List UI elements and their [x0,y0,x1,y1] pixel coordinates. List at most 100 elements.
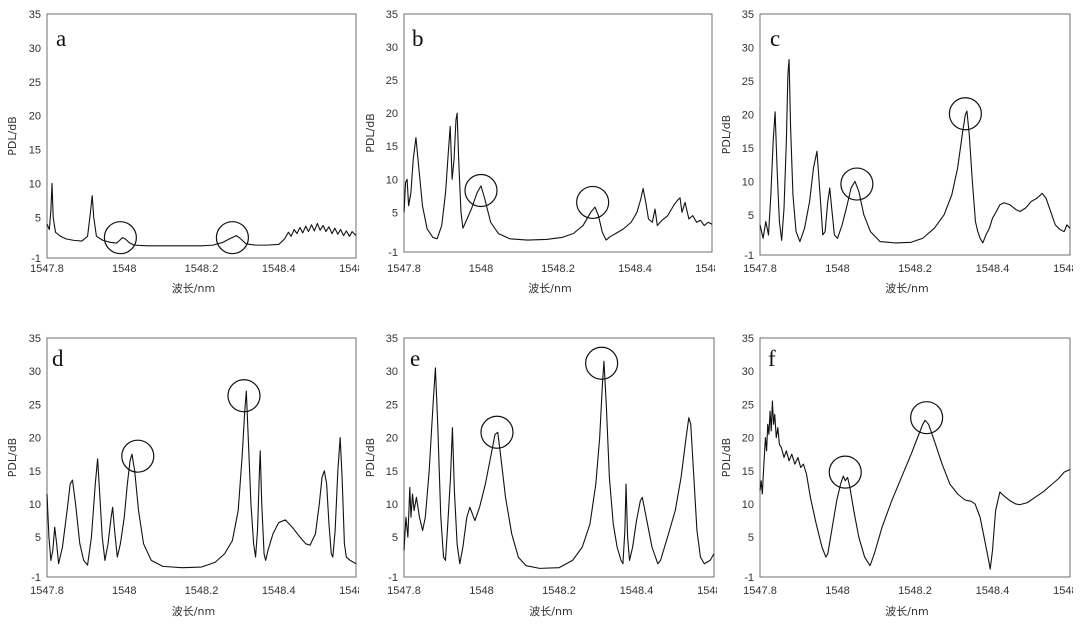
y-tick-label: 5 [392,532,398,544]
y-axis-label: PDL/dB [6,438,19,477]
annotation-circle [480,415,514,449]
y-tick-label: 10 [29,499,41,511]
x-axis-label: 波长/nm [885,605,928,618]
y-tick-label: 25 [386,399,398,411]
x-tick-label: 1548.6 [697,585,731,597]
pdl-curve [759,400,1071,570]
x-tick-label: 1548.2 [898,585,932,597]
x-tick-label: 1547.8 [387,263,421,275]
x-axis-label: 波长/nm [529,605,572,618]
x-axis-label: 波长/nm [885,282,928,295]
y-tick-label: 25 [386,75,398,87]
x-tick-label: 1548.6 [1053,263,1080,275]
y-tick-label: -1 [388,247,398,259]
y-tick-label: -1 [31,253,41,265]
panel-label: b [412,26,424,51]
x-tick-label: 1547.8 [387,585,421,597]
x-tick-label: 1548.2 [542,585,576,597]
annotation-circle [215,221,249,255]
y-tick-label: 5 [748,532,754,544]
panel-label: c [770,26,780,51]
y-tick-label: 15 [386,466,398,478]
x-axis-label: 波长/nm [528,282,571,295]
y-tick-label: 15 [742,143,754,155]
y-tick-label: 25 [29,77,41,89]
y-axis-label: PDL/dB [364,113,377,152]
x-tick-label: 1548.4 [262,585,296,597]
x-tick-label: 1548.2 [185,585,219,597]
x-tick-labels: 1547.8 1548 1548.2 1548.4 1548.6 [743,263,1080,275]
x-tick-label: 1548.6 [339,263,373,275]
x-axis-label: 波长/nm [172,605,215,618]
y-tick-label: 35 [29,9,41,21]
y-tick-label: 20 [29,433,41,445]
y-tick-label: 5 [35,212,41,224]
annotation-circle [840,167,874,201]
annotation-circle [585,346,619,380]
y-tick-label: 25 [742,76,754,88]
x-tick-label: 1548 [825,585,849,597]
x-tick-labels: 1547.8 1548 1548.2 1548.4 1548.6 [743,585,1080,597]
pdl-curve [759,58,1071,244]
annotation-circle [103,221,137,255]
y-tick-label: 10 [742,176,754,188]
y-tick-label: 35 [29,333,41,345]
x-tick-labels: 1547.8 1548 1548.2 1548.4 1548.6 [30,585,373,597]
y-tick-label: 15 [386,141,398,153]
plot-frame [46,337,357,578]
y-tick-label: 20 [742,433,754,445]
x-tick-label: 1548 [469,263,493,275]
y-tick-label: 5 [748,210,754,222]
y-tick-label: 10 [386,499,398,511]
x-tick-label: 1547.8 [743,585,777,597]
y-axis-label: PDL/dB [364,438,377,477]
x-tick-label: 1548 [112,263,136,275]
x-tick-label: 1548.4 [620,585,654,597]
y-tick-label: -1 [388,572,398,584]
panel-label: d [52,346,64,371]
pdl-curve [46,182,357,247]
annotation-circle [464,173,498,208]
y-tick-label: 20 [386,108,398,120]
y-axis-label: PDL/dB [720,115,733,154]
x-tick-label: 1547.8 [743,263,777,275]
x-axis-label: 波长/nm [172,282,215,295]
x-tick-label: 1548.4 [976,585,1010,597]
x-tick-label: 1548.4 [618,263,652,275]
y-axis-label: PDL/dB [6,116,19,155]
y-tick-label: 30 [29,366,41,378]
annotation-circle [948,97,982,131]
y-tick-label: 25 [29,399,41,411]
annotation-circle [910,401,944,435]
y-tick-label: 30 [742,366,754,378]
x-tick-label: 1548.6 [339,585,373,597]
panel-label: f [768,346,776,371]
annotation-circle [121,439,155,473]
x-tick-label: 1548.4 [262,263,296,275]
pdl-curve [46,390,357,569]
y-tick-label: 35 [386,9,398,21]
pdl-curve [403,112,713,241]
y-tick-label: 15 [29,145,41,157]
y-tick-label: 15 [29,466,41,478]
y-tick-label: 25 [742,399,754,411]
plot-frame [403,337,715,578]
x-tick-label: 1548.2 [898,263,932,275]
x-tick-label: 1548.6 [1053,585,1080,597]
plot-frame [46,13,357,259]
y-tick-label: -1 [744,250,754,262]
y-tick-label: 10 [29,178,41,190]
y-axis-label: PDL/dB [720,438,733,477]
y-tick-label: 30 [29,43,41,55]
y-tick-label: 30 [742,42,754,54]
plot-frame [403,13,713,253]
x-tick-labels: 1547.8 1548 1548.2 1548.4 1548.6 [387,263,715,275]
y-tick-label: 10 [386,174,398,186]
